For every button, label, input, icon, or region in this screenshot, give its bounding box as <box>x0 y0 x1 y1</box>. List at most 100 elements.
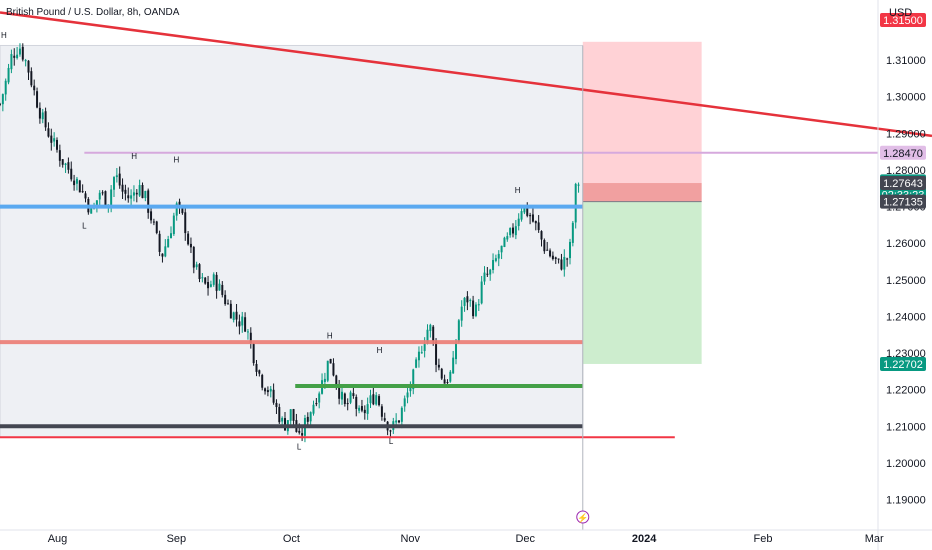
candle-down <box>380 406 383 417</box>
time-tick-label: 2024 <box>632 533 657 545</box>
candle-up <box>1 94 4 105</box>
candle-down <box>549 250 552 257</box>
price-tick-label: 1.24000 <box>886 311 926 323</box>
candle-down <box>472 300 475 317</box>
range-box[interactable] <box>0 44 584 438</box>
candle-down <box>566 258 569 260</box>
currency-label: USD <box>889 7 912 19</box>
time-tick-label: Oct <box>283 533 300 545</box>
candle-up <box>281 417 284 422</box>
take-profit-zone[interactable] <box>582 201 702 364</box>
candle-up <box>489 269 492 275</box>
candle-down <box>537 222 540 231</box>
candle-down <box>127 195 130 199</box>
candle-down <box>30 71 33 86</box>
candle-up <box>423 343 426 351</box>
lightning-icon[interactable] <box>576 510 590 524</box>
price-badge <box>880 194 926 209</box>
candle-down <box>70 168 73 180</box>
candle-up <box>523 207 526 213</box>
candle-down <box>155 221 158 233</box>
candle-up <box>514 226 517 236</box>
candle-up <box>164 246 167 257</box>
candles-layer <box>0 43 580 443</box>
candle-up <box>175 203 178 216</box>
downtrend-line[interactable] <box>0 11 932 138</box>
candle-down <box>446 382 449 384</box>
candle-up <box>90 207 93 214</box>
candle-up <box>18 48 21 55</box>
candle-up <box>474 304 477 316</box>
candle-down <box>178 201 181 207</box>
candle-up <box>212 274 215 285</box>
pivot-high-label: H <box>1 31 7 40</box>
price-tick-label: 1.21000 <box>886 421 926 433</box>
time-tick-label: Mar <box>865 533 884 545</box>
candle-up <box>132 192 135 196</box>
chart-title: British Pound / U.S. Dollar, 8h, OANDA <box>6 7 180 18</box>
candle-down <box>343 393 346 404</box>
candle-up <box>64 163 67 165</box>
open-pnl-zone <box>582 183 702 202</box>
candle-down <box>244 317 247 332</box>
candle-down <box>44 111 47 128</box>
candle-up <box>218 283 221 291</box>
candle-down <box>546 249 549 251</box>
time-tick-label: Nov <box>400 533 420 545</box>
price-badge <box>880 356 926 371</box>
price-tick-label: 1.22000 <box>886 385 926 397</box>
candle-down <box>27 60 30 73</box>
candle-down <box>135 192 138 195</box>
price-tick-label: 1.29000 <box>886 128 926 140</box>
candle-up <box>426 329 429 344</box>
candle-down <box>346 403 349 405</box>
candle-up <box>571 222 574 243</box>
candle-up <box>309 412 312 422</box>
candle-down <box>215 274 218 291</box>
time-tick-label: Feb <box>753 533 772 545</box>
candle-up <box>574 183 577 223</box>
candle-up <box>520 211 523 220</box>
candle-down <box>252 343 255 364</box>
candle-up <box>4 80 7 95</box>
candle-down <box>284 418 286 431</box>
candle-down <box>47 128 50 137</box>
drawings-layer[interactable]: ⚡ <box>0 11 932 530</box>
candle-up <box>494 258 497 261</box>
candle-down <box>540 231 543 240</box>
candle-up <box>569 241 571 259</box>
pivot-high-label: H <box>131 152 137 161</box>
price-tick-label: 1.19000 <box>886 495 926 507</box>
candle-up <box>563 256 566 270</box>
candle-up <box>497 253 500 259</box>
candle-down <box>466 296 469 303</box>
candle-up <box>195 264 198 268</box>
candle-down <box>67 162 70 170</box>
candle-down <box>372 394 375 405</box>
candle-up <box>232 312 235 320</box>
candle-down <box>332 363 335 376</box>
candle-up <box>429 324 432 331</box>
candle-down <box>56 139 58 150</box>
candle-up <box>366 404 369 414</box>
candle-up <box>341 391 343 400</box>
price-tick-label: 1.26000 <box>886 238 926 250</box>
candle-up <box>7 67 10 83</box>
candle-up <box>323 378 326 382</box>
candle-down <box>440 368 443 379</box>
candle-up <box>412 369 415 390</box>
candle-up <box>41 112 44 120</box>
pivot-labels-layer: H H H L H H L L H <box>1 31 521 452</box>
candle-down <box>531 214 534 222</box>
candle-down <box>534 220 537 224</box>
stop-loss-zone[interactable] <box>582 41 702 202</box>
candle-up <box>457 320 460 343</box>
candle-down <box>543 240 546 252</box>
candle-down <box>152 221 155 223</box>
candle-up <box>455 343 457 360</box>
candle-up <box>403 398 406 407</box>
candle-up <box>209 284 212 287</box>
price-badge-text: 1.27643 <box>883 178 923 190</box>
candle-up <box>506 236 509 240</box>
